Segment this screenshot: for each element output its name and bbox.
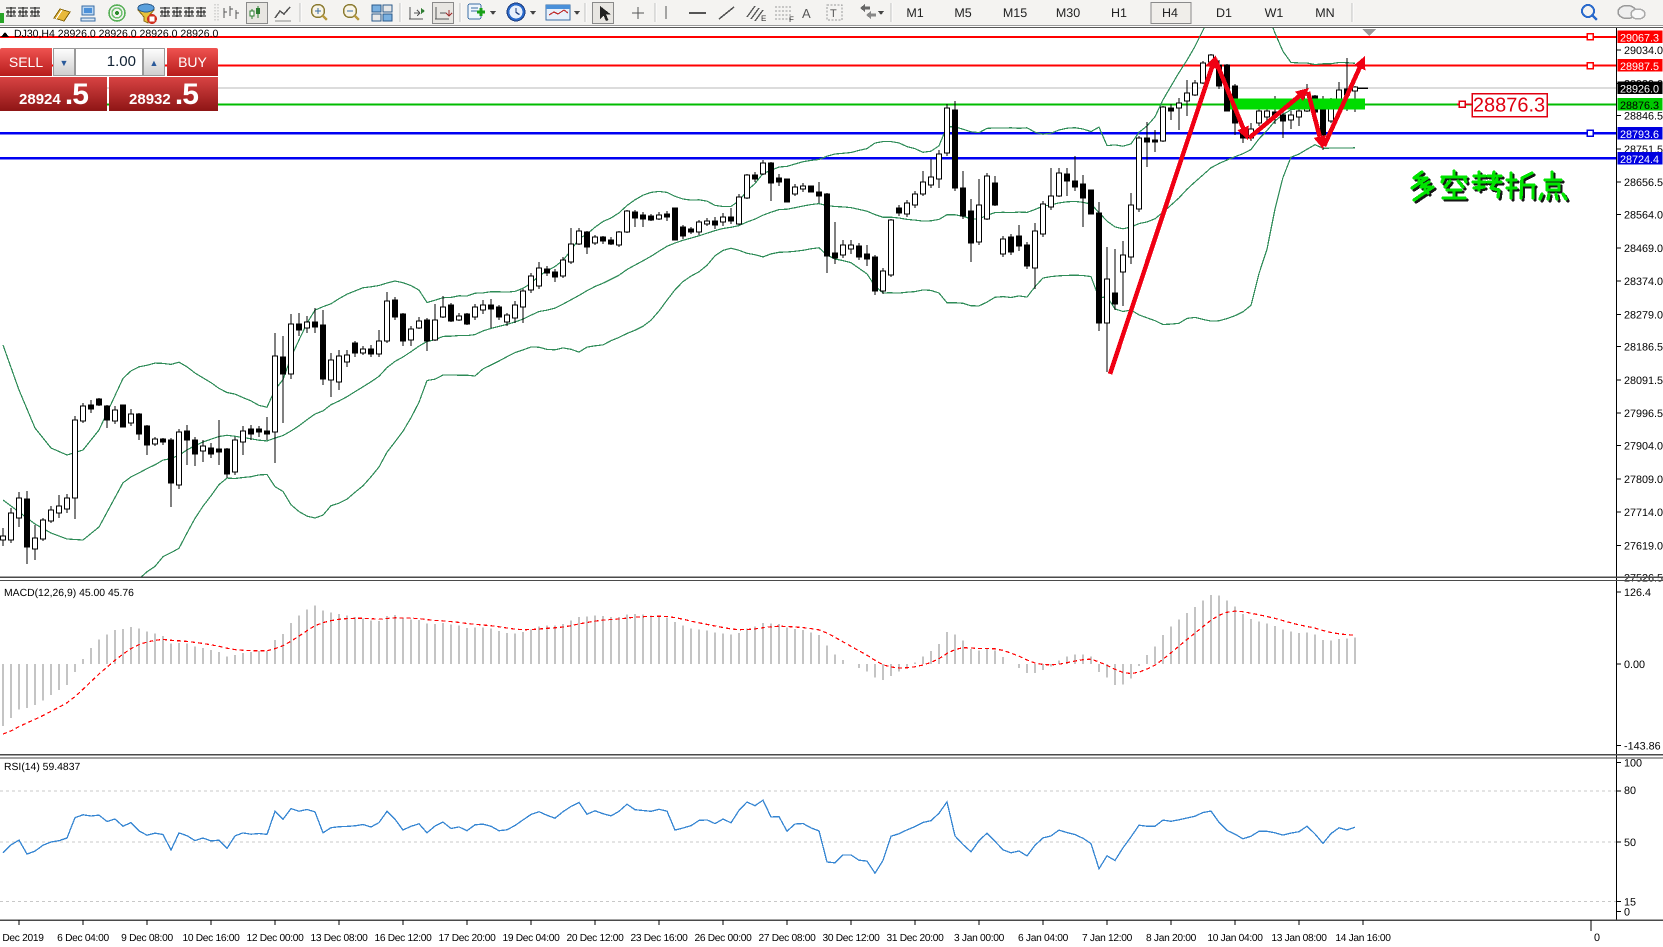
svg-text:-143.86: -143.86 (1624, 741, 1661, 753)
svg-text:0: 0 (1624, 907, 1630, 919)
svg-text:H4: H4 (1162, 6, 1178, 20)
svg-text:T: T (830, 8, 837, 20)
svg-text:50: 50 (1624, 837, 1636, 849)
svg-text:28724.4: 28724.4 (1620, 154, 1659, 166)
svg-text:MACD(12,26,9) 45.00 45.76: MACD(12,26,9) 45.00 45.76 (4, 588, 134, 599)
svg-text:27996.5: 27996.5 (1624, 408, 1663, 420)
svg-text:19 Dec 04:00: 19 Dec 04:00 (502, 933, 560, 944)
svg-text:M30: M30 (1056, 6, 1080, 20)
svg-text:29034.0: 29034.0 (1624, 45, 1663, 57)
svg-text:28564.0: 28564.0 (1624, 210, 1663, 222)
svg-text:15: 15 (1624, 897, 1636, 909)
svg-text:28926.0: 28926.0 (1620, 83, 1659, 95)
svg-text:7 Jan 12:00: 7 Jan 12:00 (1082, 933, 1133, 944)
svg-text:A: A (802, 6, 811, 21)
svg-text:100: 100 (1624, 758, 1642, 770)
svg-text:27526.5: 27526.5 (1624, 573, 1663, 585)
svg-text:28987.5: 28987.5 (1620, 61, 1659, 73)
svg-text:14 Jan 16:00: 14 Jan 16:00 (1335, 933, 1391, 944)
svg-text:28846.5: 28846.5 (1624, 111, 1663, 123)
svg-text:26 Dec 00:00: 26 Dec 00:00 (694, 933, 752, 944)
svg-text:28876.3: 28876.3 (1620, 100, 1659, 112)
svg-text:27714.0: 27714.0 (1624, 507, 1663, 519)
svg-text:10 Dec 16:00: 10 Dec 16:00 (182, 933, 240, 944)
svg-text:80: 80 (1624, 785, 1636, 797)
svg-text:28876.3: 28876.3 (1473, 95, 1545, 117)
svg-text:6 Dec 04:00: 6 Dec 04:00 (57, 933, 109, 944)
svg-text:3 Jan 00:00: 3 Jan 00:00 (954, 933, 1005, 944)
svg-text:23 Dec 16:00: 23 Dec 16:00 (630, 933, 688, 944)
svg-text:M15: M15 (1003, 6, 1027, 20)
svg-text:6 Jan 04:00: 6 Jan 04:00 (1018, 933, 1069, 944)
svg-text:28186.5: 28186.5 (1624, 342, 1663, 354)
svg-text:126.4: 126.4 (1624, 587, 1651, 599)
svg-text:H1: H1 (1111, 6, 1127, 20)
svg-text:28091.5: 28091.5 (1624, 375, 1663, 387)
svg-text:17 Dec 20:00: 17 Dec 20:00 (438, 933, 496, 944)
svg-text:M5: M5 (954, 6, 971, 20)
svg-text:27 Dec 08:00: 27 Dec 08:00 (758, 933, 816, 944)
svg-text:27904.0: 27904.0 (1624, 441, 1663, 453)
svg-text:16 Dec 12:00: 16 Dec 12:00 (374, 933, 432, 944)
svg-text:28793.6: 28793.6 (1620, 129, 1659, 141)
svg-text:E: E (761, 14, 766, 23)
svg-text:4 Dec 2019: 4 Dec 2019 (0, 933, 44, 944)
svg-text:0.00: 0.00 (1624, 659, 1645, 671)
svg-text:0: 0 (1594, 932, 1600, 944)
svg-text:W1: W1 (1265, 6, 1284, 20)
svg-text:DJ30,H4 28926.0 28926.0 28926.: DJ30,H4 28926.0 28926.0 28926.0 28926.0 (14, 28, 219, 40)
svg-text:29067.3: 29067.3 (1620, 32, 1659, 44)
svg-text:9 Dec 08:00: 9 Dec 08:00 (121, 933, 173, 944)
svg-text:13 Jan 08:00: 13 Jan 08:00 (1271, 933, 1327, 944)
svg-text:28469.0: 28469.0 (1624, 243, 1663, 255)
svg-text:12 Dec 00:00: 12 Dec 00:00 (246, 933, 304, 944)
svg-text:27809.0: 27809.0 (1624, 474, 1663, 486)
svg-text:27619.0: 27619.0 (1624, 540, 1663, 552)
svg-text:MN: MN (1315, 6, 1334, 20)
svg-text:D1: D1 (1216, 6, 1232, 20)
svg-text:20 Dec 12:00: 20 Dec 12:00 (566, 933, 624, 944)
svg-text:10 Jan 04:00: 10 Jan 04:00 (1207, 933, 1263, 944)
svg-text:30 Dec 12:00: 30 Dec 12:00 (822, 933, 880, 944)
svg-text:8 Jan 20:00: 8 Jan 20:00 (1146, 933, 1197, 944)
svg-text:RSI(14) 59.4837: RSI(14) 59.4837 (4, 762, 80, 773)
svg-text:13 Dec 08:00: 13 Dec 08:00 (310, 933, 368, 944)
svg-text:28279.0: 28279.0 (1624, 309, 1663, 321)
svg-text:31 Dec 20:00: 31 Dec 20:00 (886, 933, 944, 944)
svg-text:28656.5: 28656.5 (1624, 177, 1663, 189)
svg-text:F: F (789, 15, 794, 24)
svg-text:28374.0: 28374.0 (1624, 276, 1663, 288)
svg-text:M1: M1 (906, 6, 923, 20)
